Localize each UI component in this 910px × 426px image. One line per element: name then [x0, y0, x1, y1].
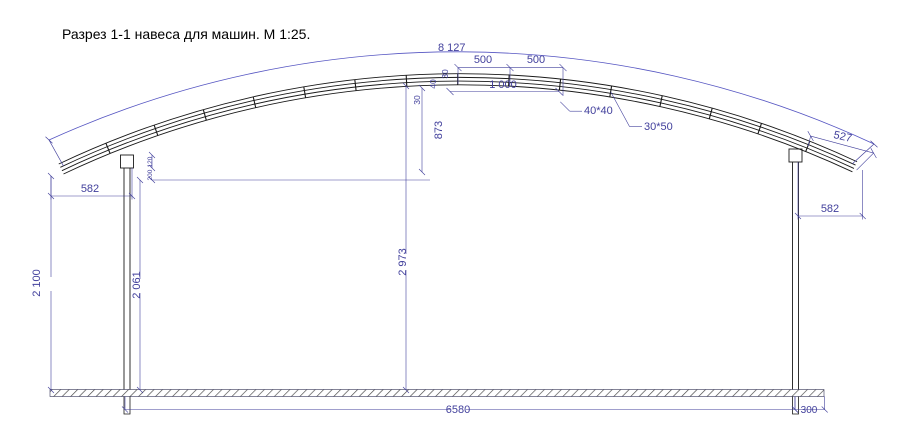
svg-text:8 127: 8 127 [438, 42, 466, 54]
svg-text:582: 582 [81, 183, 99, 195]
svg-text:2 061: 2 061 [131, 271, 143, 299]
svg-text:120: 120 [147, 156, 154, 167]
svg-text:6580: 6580 [446, 404, 470, 416]
svg-text:2 973: 2 973 [397, 248, 409, 276]
svg-text:200: 200 [147, 169, 154, 180]
svg-text:30: 30 [412, 95, 422, 105]
svg-text:873: 873 [433, 121, 445, 139]
svg-text:30: 30 [440, 69, 450, 79]
svg-text:2 100: 2 100 [31, 269, 43, 297]
svg-text:1 000: 1 000 [489, 79, 517, 91]
svg-text:30*50: 30*50 [644, 121, 673, 133]
svg-text:500: 500 [474, 54, 492, 66]
svg-text:40: 40 [428, 79, 438, 89]
svg-text:300: 300 [801, 405, 818, 416]
svg-text:40*40: 40*40 [584, 105, 613, 117]
svg-text:Разрез 1-1 навеса для машин. М: Разрез 1-1 навеса для машин. М 1:25. [62, 26, 310, 42]
svg-text:582: 582 [821, 203, 839, 215]
svg-text:500: 500 [527, 54, 545, 66]
